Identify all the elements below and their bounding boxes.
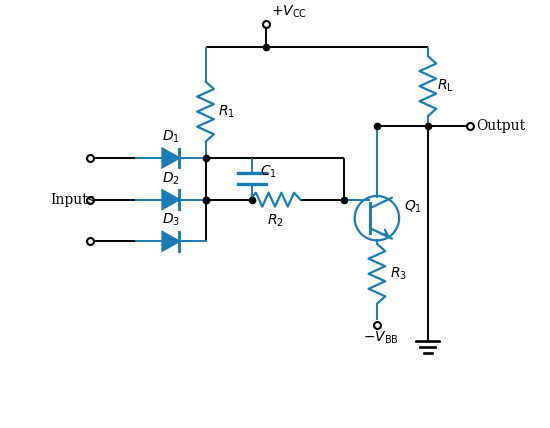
Text: $C_1$: $C_1$ (260, 163, 277, 180)
Polygon shape (162, 232, 179, 251)
Text: Inputs: Inputs (51, 193, 95, 207)
Text: $R_1$: $R_1$ (218, 104, 235, 120)
Text: $D_1$: $D_1$ (162, 128, 180, 145)
Text: $-V_{\rm BB}$: $-V_{\rm BB}$ (362, 329, 399, 346)
Text: $D_2$: $D_2$ (162, 170, 180, 187)
Text: $R_3$: $R_3$ (390, 265, 407, 282)
Text: $+V_{\rm CC}$: $+V_{\rm CC}$ (271, 3, 307, 20)
Text: $R_2$: $R_2$ (267, 213, 283, 229)
Polygon shape (162, 190, 179, 209)
Text: Output: Output (476, 119, 526, 133)
Text: $D_3$: $D_3$ (162, 212, 180, 229)
Text: $Q_1$: $Q_1$ (404, 199, 422, 215)
Text: $R_{\rm L}$: $R_{\rm L}$ (437, 78, 454, 94)
Polygon shape (162, 149, 179, 167)
